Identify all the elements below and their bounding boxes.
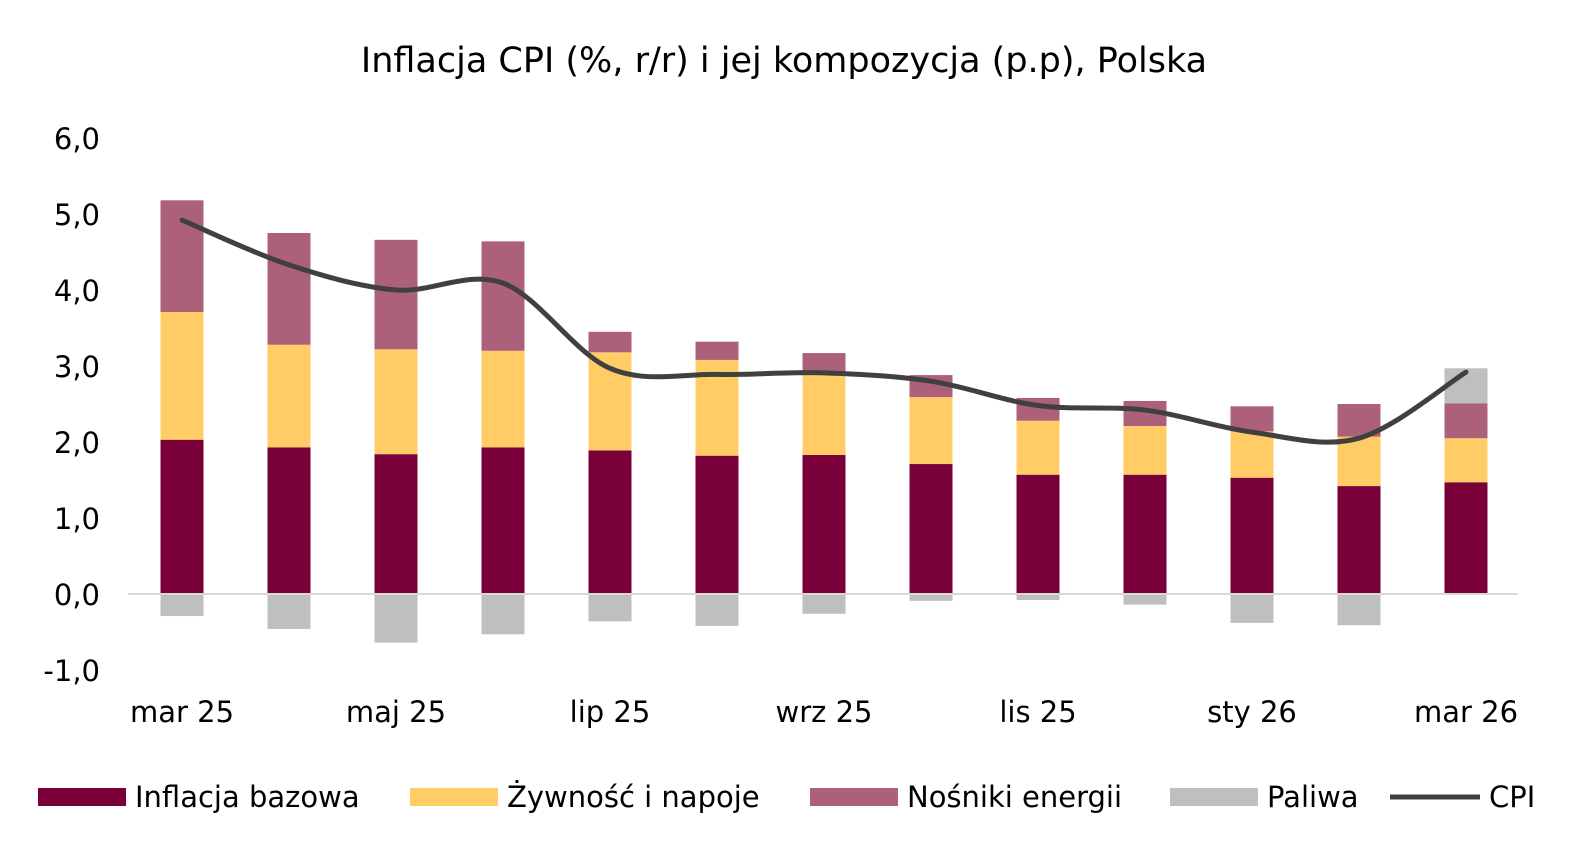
bar-segment [1337,594,1381,626]
bar-segment [802,454,846,594]
bar-segment [374,594,418,643]
bar-segment [1337,486,1381,594]
legend-label: Nośniki energii [907,780,1122,814]
bar-segment [1444,482,1488,594]
legend-swatch [810,788,898,806]
bar-segment [160,312,204,440]
y-axis: -1,0 0,0 1,0 2,0 3,0 4,0 5,0 6,0 [43,122,100,688]
legend-swatch [410,788,498,806]
legend-item: CPI [1390,780,1535,814]
bar-segment [267,447,311,594]
legend-label: Inflacja bazowa [135,780,360,814]
bar-segment [1123,426,1167,475]
x-tick-label: sty 26 [1207,695,1297,729]
bar-segment [1444,438,1488,483]
bar-segment [1230,431,1274,478]
bars [160,200,1488,643]
legend-swatch [38,788,126,806]
legend-item: Nośniki energii [810,780,1122,814]
bar-segment [802,594,846,614]
bar-segment [909,464,953,594]
bar-segment [160,594,204,617]
y-tick-label: 1,0 [54,502,100,536]
x-tick-label: maj 25 [346,695,446,729]
legend-swatch [1170,788,1258,806]
legend-label: Żywność i napoje [507,780,760,814]
bar-segment [374,239,418,350]
bar-segment [160,200,204,313]
bar-segment [909,594,953,601]
cpi-line [179,217,1469,445]
x-tick-label: mar 26 [1414,695,1518,729]
bar-segment [695,341,739,360]
bar-segment [267,344,311,448]
bar-segment [1230,594,1274,623]
x-tick-label: lip 25 [570,695,651,729]
y-tick-label: 0,0 [54,578,100,612]
bar-segment [1123,594,1167,605]
bar-segment [1337,436,1381,487]
bar-segment [588,331,632,353]
x-tick-label: wrz 25 [776,695,873,729]
y-tick-label: 3,0 [54,350,100,384]
bar-segment [1230,406,1274,432]
bar-segment [695,455,739,594]
y-tick-label: 5,0 [54,198,100,232]
x-axis: mar 25 maj 25 lip 25 wrz 25 lis 25 sty 26 mar … [130,695,1518,729]
bar-segment [1230,477,1274,594]
legend-item: Żywność i napoje [410,780,760,814]
bar-segment [802,372,846,455]
y-tick-label: 2,0 [54,426,100,460]
y-tick-label: -1,0 [43,654,100,688]
bar-segment [481,350,525,448]
bar-segment [1016,594,1060,601]
legend-item: Paliwa [1170,780,1359,814]
legend-item: Inflacja bazowa [38,780,360,814]
bar-segment [267,233,311,345]
bar-segment [1016,474,1060,594]
bar-segment [588,594,632,622]
legend-label: Paliwa [1267,780,1359,814]
y-tick-label: 4,0 [54,274,100,308]
chart-title: Inflacja CPI (%, r/r) i jej kompozycja (… [361,41,1207,81]
bar-segment [802,353,846,373]
bar-segment [909,397,953,465]
bar-segment [267,594,311,629]
x-tick-label: lis 25 [999,695,1076,729]
bar-segment [481,594,525,635]
legend-label: CPI [1489,780,1535,814]
bar-segment [481,241,525,351]
bar-segment [1444,403,1488,439]
bar-segment [695,594,739,626]
bar-segment [374,454,418,594]
legend: Inflacja bazowa Żywność i napoje Nośniki e… [38,780,1535,814]
x-tick-label: mar 25 [130,695,234,729]
bar-segment [160,439,204,594]
cpi-line-group [179,217,1469,445]
bar-segment [1016,420,1060,475]
bar-segment [588,450,632,594]
bar-segment [1123,474,1167,594]
bar-segment [374,349,418,455]
y-tick-label: 6,0 [54,122,100,156]
bar-segment [481,447,525,594]
